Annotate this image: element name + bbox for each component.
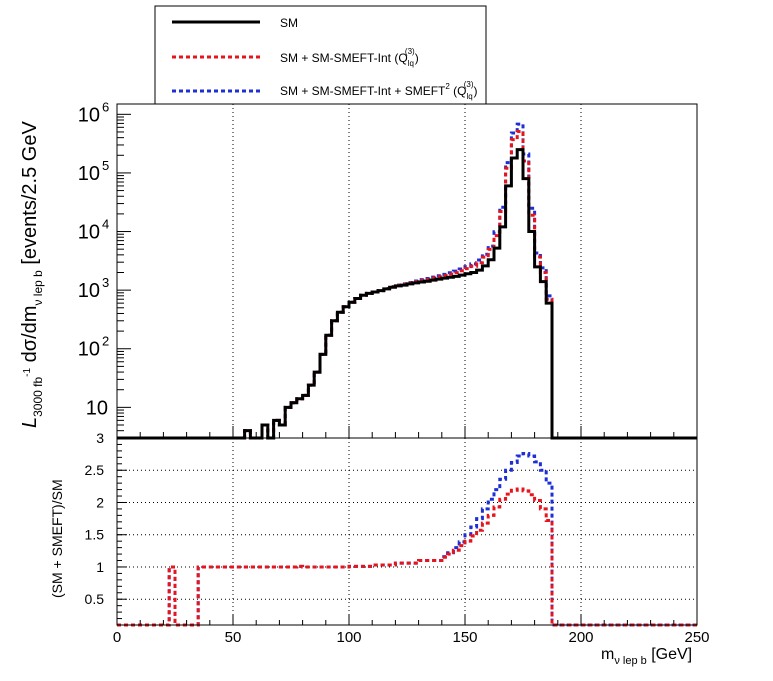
upper-y-tick-label: 10 bbox=[78, 339, 100, 361]
lower-grid bbox=[117, 438, 697, 625]
upper-y-tick-exponent: 4 bbox=[102, 217, 109, 232]
upper-y-tick-label: 10 bbox=[78, 163, 100, 185]
lower-y-axis-label: (SM + SMEFT)/SM bbox=[49, 479, 65, 598]
upper-y-tick-exponent: 2 bbox=[102, 334, 109, 349]
lower-y-tick-label: 0.5 bbox=[85, 591, 105, 607]
legend-label-sq: SM + SM-SMEFT-Int + SMEFT2 (Qlq(3)) bbox=[280, 80, 478, 101]
upper-y-tick-label: 10 bbox=[78, 280, 100, 302]
x-tick-label: 200 bbox=[568, 629, 593, 646]
lower-frame bbox=[116, 437, 698, 626]
x-tick-label: 150 bbox=[452, 629, 477, 646]
upper-series bbox=[117, 122, 697, 440]
x-tick-label: 250 bbox=[684, 629, 709, 646]
upper-y-tick-label: 10 bbox=[78, 222, 100, 244]
lower-y-tick-label: 3 bbox=[96, 430, 104, 446]
lower-series-line-0 bbox=[117, 487, 697, 627]
legend-label-int: SM + SM-SMEFT-Int (Qlq(3)) bbox=[280, 47, 419, 68]
upper-y-tick-label: 10 bbox=[86, 397, 108, 419]
lower-series bbox=[117, 451, 697, 627]
upper-y-tick-exponent: 3 bbox=[102, 275, 109, 290]
lower-y-tick-label: 2 bbox=[96, 494, 104, 510]
lower-y-tick-label: 1 bbox=[96, 559, 104, 575]
x-axis: 0 50 100 150 200 250 bbox=[113, 426, 710, 646]
x-tick-label: 0 bbox=[113, 629, 121, 646]
upper-y-tick-exponent: 6 bbox=[102, 99, 109, 114]
x-tick-label: 100 bbox=[336, 629, 361, 646]
upper-y-tick-exponent: 5 bbox=[102, 158, 109, 173]
lower-y-tick-label: 2.5 bbox=[85, 462, 105, 478]
lower-y-axis: 0.5 1 1.5 2 2.5 3 bbox=[85, 430, 127, 626]
legend-label-sm: SM bbox=[280, 16, 298, 30]
lower-y-tick-label: 1.5 bbox=[85, 527, 105, 543]
x-tick-label: 50 bbox=[225, 629, 242, 646]
upper-series-line-0 bbox=[117, 148, 697, 440]
upper-y-tick-label: 10 bbox=[78, 104, 100, 126]
upper-y-axis-label: L3000 fb-1 dσ/dmν lep b [events/2.5 GeV bbox=[19, 121, 45, 428]
x-axis-label: mν lep b [GeV] bbox=[601, 646, 692, 667]
legend: SM SM + SM-SMEFT-Int (Qlq(3)) SM + SM-SM… bbox=[154, 5, 487, 105]
